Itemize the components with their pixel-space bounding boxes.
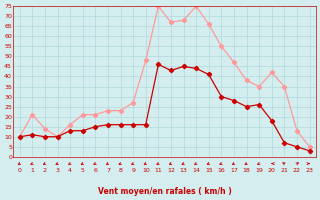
X-axis label: Vent moyen/en rafales ( km/h ): Vent moyen/en rafales ( km/h )	[98, 187, 231, 196]
